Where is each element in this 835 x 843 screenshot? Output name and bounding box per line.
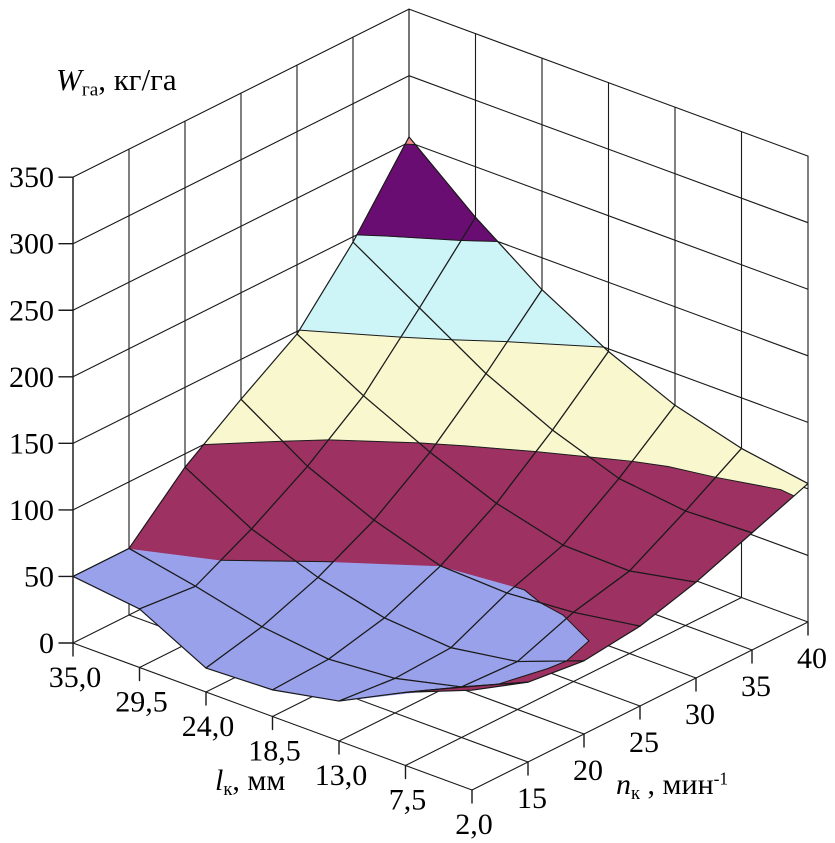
contour-line [418,442,437,445]
n-axis: 15 20 25 30 35 40 [517,621,827,815]
surface-cell-outline [404,681,529,693]
left-wall-zline [72,208,410,378]
contour-line [295,560,334,563]
contour-line [715,476,782,491]
l-axis: 35,0 29,5 24,0 18,5 13,0 7,5 2,0 [49,642,493,841]
contour-line [328,439,420,444]
contour-line [220,559,297,562]
contour-line [667,466,717,478]
contour-line [513,586,525,591]
l-tick-label: 7,5 [389,784,427,817]
contour-line [588,456,633,462]
n-axis-title-exponent: -1 [713,768,729,789]
contour-line [460,239,499,242]
contour-line [497,667,549,685]
contour-line [383,235,462,241]
n-axis-title: nк , мин-1 [616,768,728,805]
n-tick-label: 15 [517,782,547,815]
l-axis-title: lк, мм [215,764,285,801]
z-tick-label: 200 [9,361,54,394]
left-wall-zline [72,75,410,245]
right-wall-zline [408,75,809,224]
contour-line [282,439,329,442]
contour-line [310,330,402,338]
l-tick-label: 18,5 [248,735,301,768]
n-axis-title-var: n [616,768,631,801]
contour-line [566,640,590,662]
contour-line [400,336,453,341]
z-axis: 0 50 100 150 200 250 300 350 [9,161,74,660]
l-axis-title-units: , мм [232,764,286,797]
n-axis-title-units: , мин [640,768,714,801]
right-wall-zline [408,8,809,157]
z-tick-label: 100 [9,494,54,527]
contour-line [524,589,541,604]
contour-line [780,489,795,497]
contour-line [298,329,312,332]
n-axis-title-sub: к [631,783,641,805]
contour-line [566,617,590,642]
contour-line [506,341,605,348]
l-tick-label: 13,0 [315,759,368,792]
left-wall-zline [72,8,410,178]
left-wall-zline [72,141,410,311]
right-wall-zline [408,141,809,290]
contour-line [631,460,669,467]
z-tick-label: 350 [9,161,54,194]
contour-line [535,451,590,458]
contour-line [562,614,567,619]
n-tick-label: 30 [685,698,715,731]
l-tick-label: 2,0 [455,808,493,841]
contour-line [451,339,508,343]
l-axis-title-var: l [215,764,224,797]
l-axis-title-sub: к [223,779,233,801]
contour-line [203,440,284,446]
n-tick-label: 25 [629,726,659,759]
l-tick-label: 29,5 [115,686,168,719]
contour-line [435,443,466,447]
z-tick-label: 250 [9,294,54,327]
l-tick-label: 24,0 [182,710,235,743]
z-tick-label: 300 [9,228,54,261]
z-axis-title-var: W [56,62,82,97]
n-tick-label: 35 [741,670,771,703]
z-tick-label: 150 [9,427,54,460]
surface-mesh [72,136,809,702]
z-axis-title-sub: га [81,79,99,101]
z-axis-title-units: , кг/га [98,62,177,97]
n-tick-label: 40 [797,642,827,675]
z-axis-title: Wга, кг/га [56,62,177,101]
z-tick-label: 0 [39,627,54,660]
contour-line [547,660,567,669]
n-tick-label: 20 [573,754,603,787]
z-tick-label: 50 [24,560,54,593]
floor-gridline [404,596,743,767]
contour-line [464,445,537,453]
contour-line [539,602,564,616]
contour-line [356,234,385,237]
l-tick-label: 35,0 [49,661,102,694]
